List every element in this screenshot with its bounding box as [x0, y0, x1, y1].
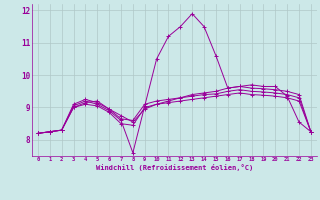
X-axis label: Windchill (Refroidissement éolien,°C): Windchill (Refroidissement éolien,°C): [96, 164, 253, 171]
